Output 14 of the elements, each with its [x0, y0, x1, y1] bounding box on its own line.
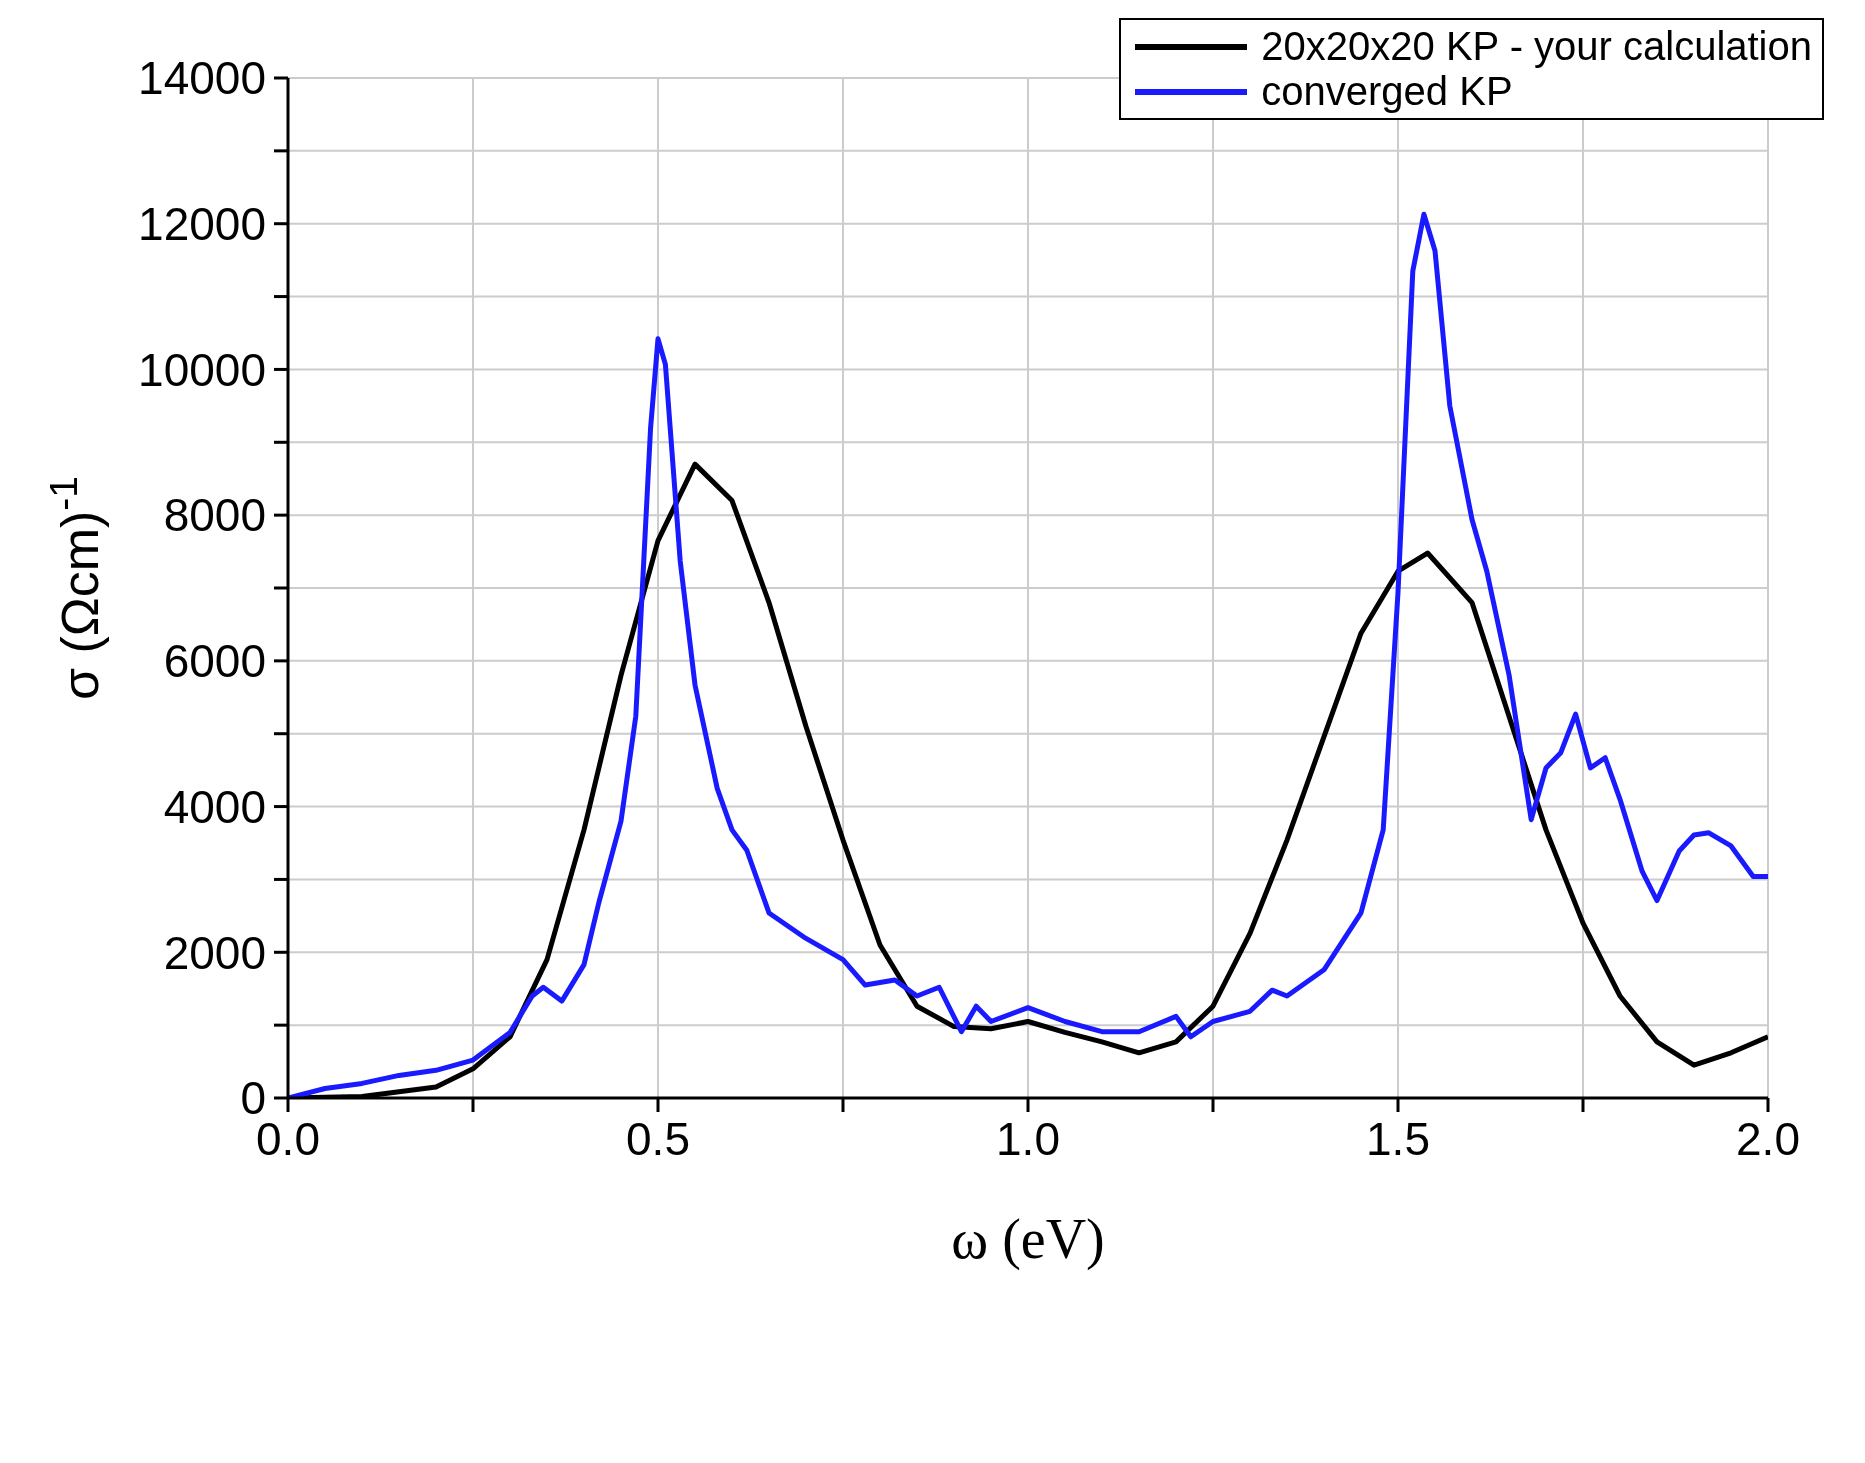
- y-tick-label: 4000: [163, 780, 266, 833]
- x-tick-label: 2.0: [1736, 1112, 1800, 1165]
- legend-label: converged KP: [1261, 69, 1513, 114]
- y-tick-label: 14000: [138, 52, 266, 105]
- legend-label: 20x20x20 KP - your calculation: [1261, 24, 1812, 69]
- y-tick-label: 12000: [138, 198, 266, 251]
- x-tick-label: 1.5: [1366, 1112, 1430, 1165]
- y-tick-label: 6000: [163, 635, 266, 688]
- x-axis-title: ω (eV): [951, 1208, 1105, 1271]
- x-tick-label: 0.5: [626, 1112, 690, 1165]
- y-tick-label: 2000: [163, 926, 266, 979]
- y-tick-label: 10000: [138, 343, 266, 396]
- x-tick-label: 1.0: [996, 1112, 1060, 1165]
- y-tick-label: 8000: [163, 489, 266, 542]
